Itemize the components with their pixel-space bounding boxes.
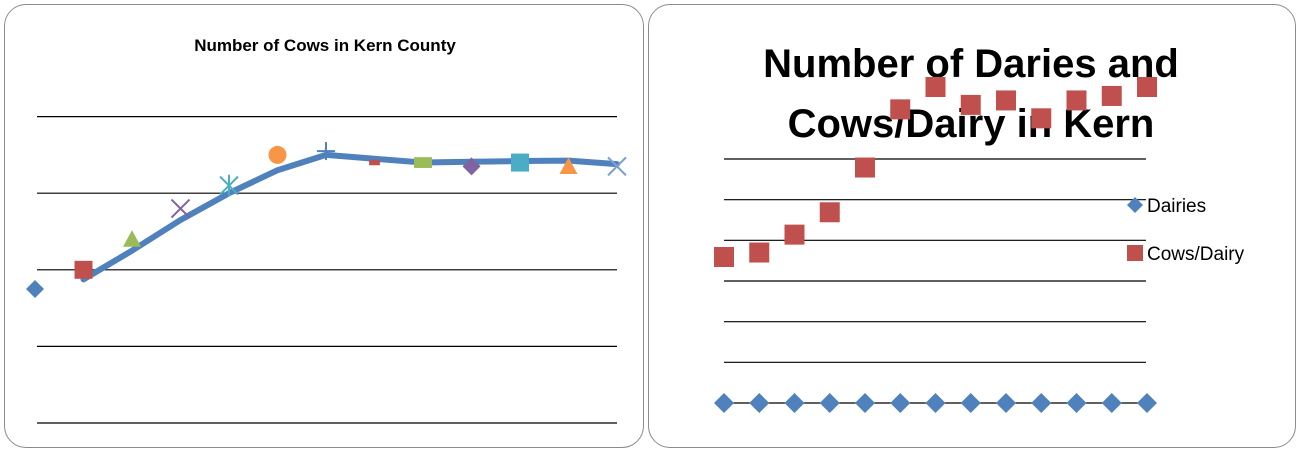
dairies-point — [749, 393, 770, 413]
cows-per-dairy-point — [890, 99, 911, 120]
chart-title: Number of Cows in Kern County — [194, 36, 456, 55]
data-point-marker — [170, 198, 191, 219]
cows-chart: Number of Cows in Kern County — [26, 36, 627, 424]
dairies-point — [925, 393, 946, 413]
cows-per-dairy-point — [996, 90, 1016, 111]
cows-per-dairy-point — [1066, 90, 1087, 111]
data-point-marker — [123, 230, 141, 247]
dairies-point — [714, 393, 734, 413]
data-point-marker — [511, 153, 529, 172]
legend-cows-per-dairy-label: Cows/Dairy — [1147, 244, 1245, 265]
dairies-chart-panel: Number of Daries and Cows/Dairy in Kern Da… — [648, 4, 1296, 448]
cows-per-dairy-point — [1101, 85, 1122, 106]
cows-per-dairy-point — [925, 77, 946, 97]
legend-dairies: Dairies — [1127, 196, 1206, 217]
dairies-point — [784, 393, 805, 413]
data-point-marker — [462, 157, 481, 176]
cows-per-dairy-point — [749, 242, 770, 263]
dairies-point — [890, 393, 911, 413]
dairies-point — [960, 393, 981, 413]
dairies-point — [1137, 393, 1157, 413]
legend-dairies-label: Dairies — [1147, 196, 1206, 217]
cows-per-dairy-point — [855, 157, 875, 178]
cows-per-dairy-point — [819, 202, 840, 223]
data-point-marker — [219, 174, 239, 197]
data-point-marker — [559, 157, 578, 175]
cows-per-dairy-point — [1031, 108, 1052, 129]
dairies-point — [996, 393, 1016, 413]
dairies-point — [1101, 393, 1122, 413]
cows-chart-panel: Number of Cows in Kern County — [4, 4, 644, 448]
legend-cows-per-dairy: Cows/Dairy — [1127, 244, 1245, 265]
dairies-point — [1031, 393, 1052, 413]
data-point-marker — [26, 279, 44, 298]
data-point-marker — [369, 159, 380, 166]
data-point-marker — [74, 260, 93, 279]
data-point-marker — [607, 156, 627, 177]
cows-per-dairy-point — [960, 94, 981, 115]
data-point-marker — [317, 142, 335, 161]
cows-line — [80, 151, 620, 283]
legend-cows-per-dairy-marker — [1127, 245, 1143, 261]
dairies-point — [1066, 393, 1087, 413]
dairies-point — [819, 393, 840, 413]
data-point-marker — [414, 157, 432, 168]
dairies-point — [855, 393, 875, 413]
legend-dairies-marker — [1127, 197, 1143, 213]
data-point-marker — [268, 145, 287, 164]
cows-per-dairy-point — [714, 247, 734, 267]
chart-title: Number of Daries and — [763, 42, 1179, 86]
cows-per-dairy-point — [784, 224, 805, 245]
cows-per-dairy-point — [1137, 77, 1157, 97]
